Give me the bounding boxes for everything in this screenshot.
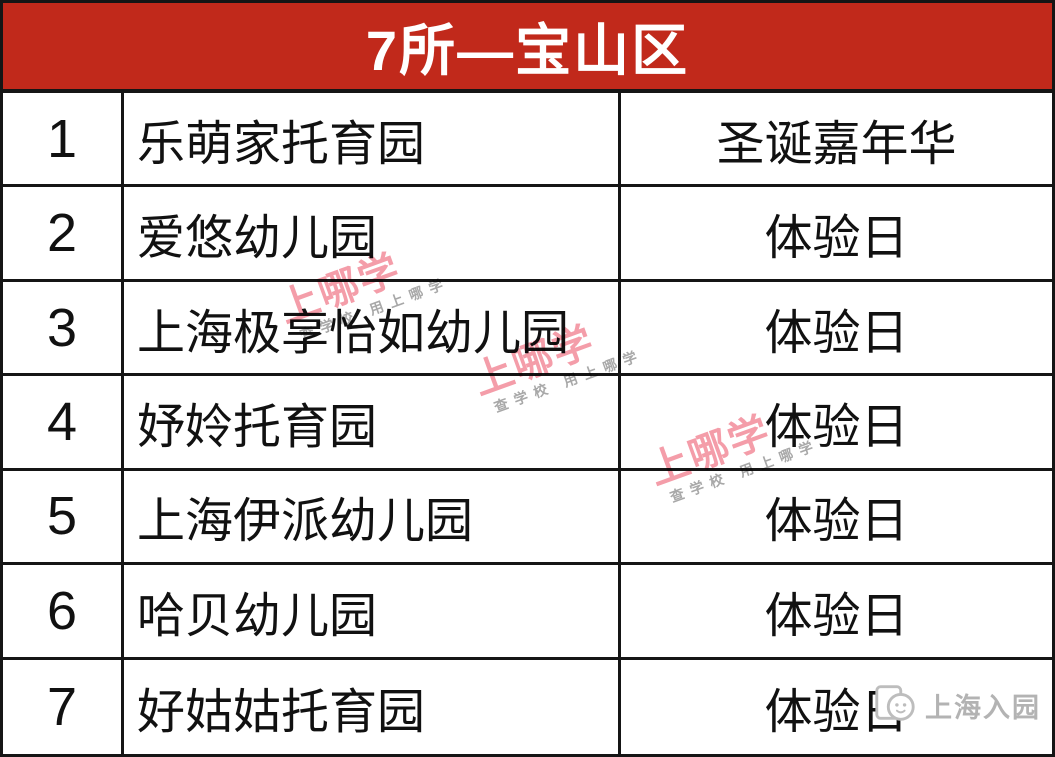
school-name: 上海极享怡如幼儿园 <box>124 281 621 377</box>
school-name: 爱悠幼儿园 <box>124 187 621 282</box>
row-index: 2 <box>3 187 124 282</box>
row-index: 7 <box>3 659 124 754</box>
school-name: 哈贝幼儿园 <box>124 565 621 660</box>
school-name: 乐萌家托育园 <box>124 93 621 188</box>
event-type: 体验日 <box>621 282 1052 377</box>
page-title: 7所—宝山区 <box>365 18 690 82</box>
school-name: 好姑姑托育园 <box>124 659 621 754</box>
event-type: 体验日 <box>621 565 1052 660</box>
event-type: 体验日 <box>764 685 909 739</box>
row-index: 5 <box>3 470 124 566</box>
event-type: 体验日 <box>621 187 1052 282</box>
row-index: 1 <box>3 93 124 188</box>
school-name: 上海伊派幼儿园 <box>124 470 621 566</box>
event-type: 体验日 <box>621 471 1052 566</box>
row-index: 4 <box>3 376 124 471</box>
row-index: 3 <box>3 281 124 377</box>
school-name: 妤姈托育园 <box>124 376 621 471</box>
event-type: 体验日 <box>621 376 1052 471</box>
event-type: 圣诞嘉年华 <box>621 93 1052 188</box>
header-band: 7所—宝山区 <box>3 3 1052 93</box>
row-index: 6 <box>3 565 124 660</box>
school-table: 1 乐萌家托育园 圣诞嘉年华 2 爱悠幼儿园 体验日 3 上海极享怡如幼儿园 体… <box>3 93 1052 754</box>
